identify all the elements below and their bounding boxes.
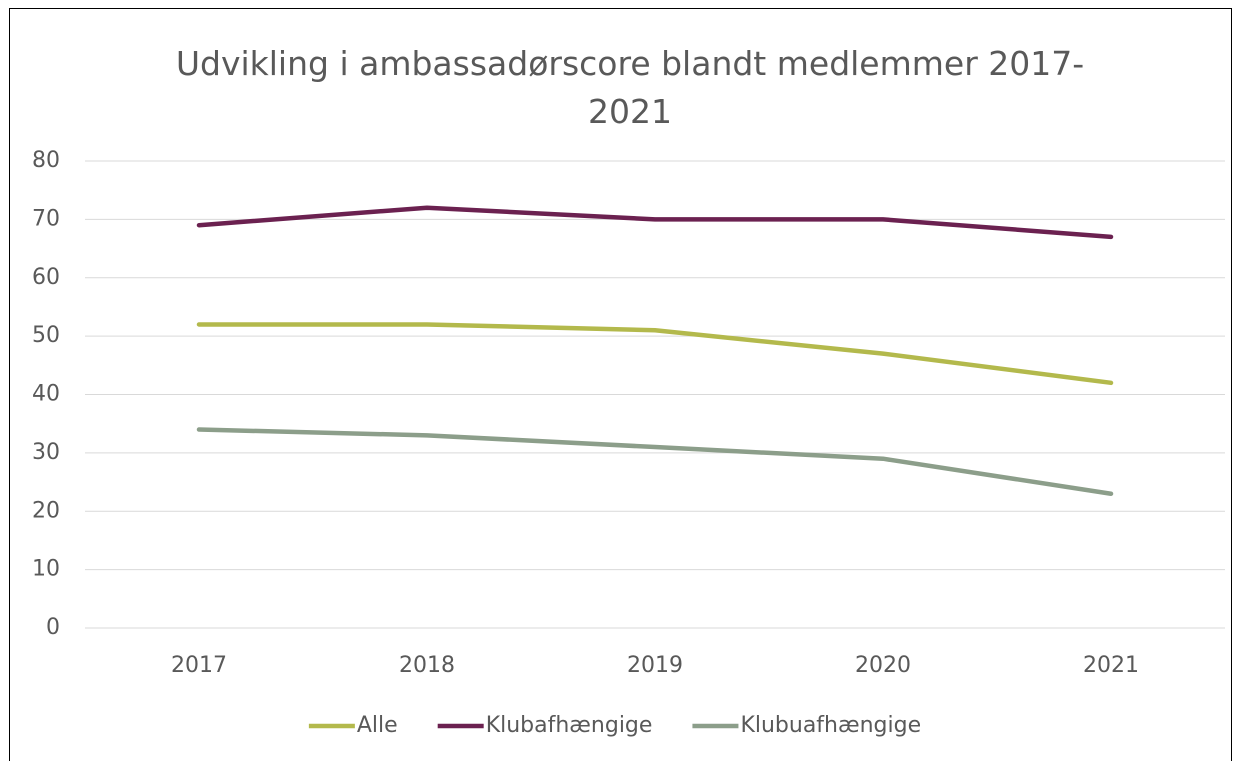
y-tick-label: 70: [32, 206, 60, 231]
y-tick-label: 30: [32, 440, 60, 465]
y-tick-label: 40: [32, 382, 60, 407]
y-tick-label: 0: [46, 615, 60, 640]
chart-title: Udvikling i ambassadørscore blandt medle…: [175, 44, 1085, 131]
x-tick-label: 2017: [171, 653, 227, 678]
x-tick-label: 2021: [1083, 653, 1139, 678]
legend-label: Klubuafhængige: [740, 713, 921, 738]
x-tick-label: 2018: [399, 653, 455, 678]
line-series: [196, 427, 1114, 496]
line-series: [196, 322, 1114, 386]
line-series: [196, 205, 1114, 240]
y-tick-label: 60: [32, 265, 60, 290]
x-tick-label: 2020: [855, 653, 911, 678]
y-tick-label: 10: [32, 557, 60, 582]
y-tick-label: 80: [32, 148, 60, 173]
y-tick-label: 50: [32, 323, 60, 348]
y-tick-label: 20: [32, 498, 60, 523]
x-tick-label: 2019: [627, 653, 683, 678]
legend-label: Klubafhængige: [486, 713, 653, 738]
chart-border: [9, 8, 1232, 761]
legend-label: Alle: [357, 713, 398, 738]
